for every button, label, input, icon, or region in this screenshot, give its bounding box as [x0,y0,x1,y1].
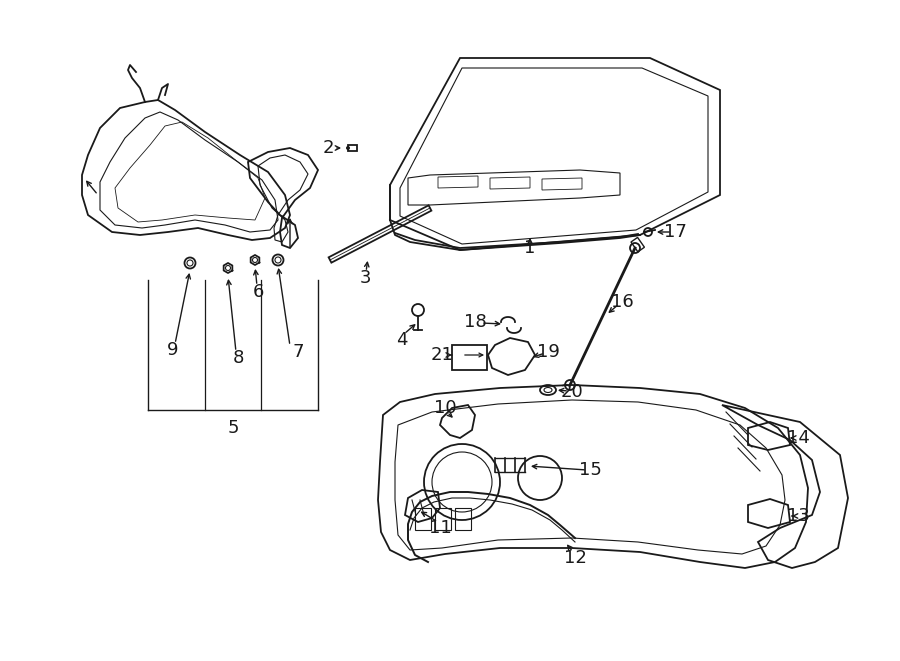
Text: 9: 9 [167,341,179,359]
Bar [435,508,451,530]
Text: 6: 6 [252,283,264,301]
Text: 20: 20 [561,383,583,401]
Text: 7: 7 [292,343,304,361]
Bar [631,237,644,252]
Text: 4: 4 [396,331,408,349]
Bar [415,508,431,530]
Bar [347,145,356,151]
Text: 10: 10 [434,399,456,417]
Bar [452,345,487,370]
Text: 18: 18 [464,313,486,331]
Text: 17: 17 [663,223,687,241]
Text: 15: 15 [579,461,601,479]
Text: 19: 19 [536,343,560,361]
Text: 2: 2 [322,139,334,157]
Text: 8: 8 [232,349,244,367]
Text: 3: 3 [359,269,371,287]
Text: 12: 12 [563,549,587,567]
Text: 14: 14 [787,429,809,447]
Text: 13: 13 [787,507,809,525]
Text: 21: 21 [430,346,454,364]
Text: 5: 5 [227,419,239,437]
Text: 16: 16 [610,293,634,311]
Circle shape [346,146,350,150]
Bar [455,508,471,530]
Text: 11: 11 [428,519,452,537]
Text: 1: 1 [525,239,535,257]
